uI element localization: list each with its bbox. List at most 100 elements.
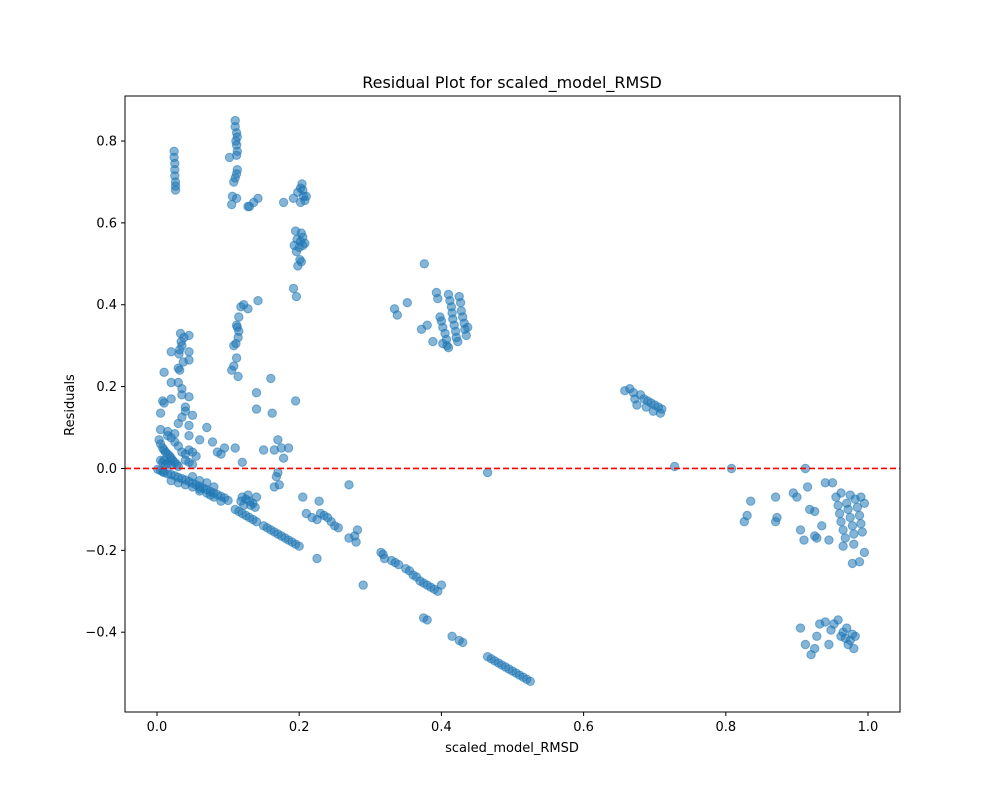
data-point bbox=[175, 365, 185, 375]
data-point bbox=[191, 451, 201, 461]
data-point bbox=[294, 541, 304, 551]
data-point bbox=[859, 547, 870, 558]
data-point bbox=[447, 631, 457, 641]
data-point bbox=[291, 291, 302, 302]
data-point bbox=[251, 517, 262, 527]
data-point bbox=[742, 510, 752, 521]
data-point bbox=[174, 349, 184, 359]
plot-area-frame bbox=[124, 95, 901, 713]
data-point bbox=[300, 238, 310, 249]
data-point bbox=[237, 457, 248, 467]
data-point bbox=[187, 459, 198, 470]
data-point bbox=[845, 490, 855, 500]
data-point bbox=[394, 560, 404, 570]
y-axis-label: Residuals bbox=[63, 374, 78, 436]
data-point bbox=[253, 296, 263, 306]
data-point bbox=[392, 310, 402, 320]
x-tick-label: 0.8 bbox=[715, 720, 736, 735]
data-point bbox=[202, 478, 212, 488]
x-tick-label: 0.2 bbox=[289, 720, 310, 735]
data-point bbox=[251, 388, 262, 398]
x-axis-label: scaled_model_RMSD bbox=[445, 741, 579, 756]
data-point bbox=[802, 482, 813, 492]
data-point bbox=[158, 396, 168, 406]
data-point bbox=[792, 492, 802, 502]
data-point bbox=[251, 492, 262, 502]
data-point bbox=[358, 580, 368, 590]
data-point bbox=[632, 400, 642, 410]
data-point bbox=[271, 472, 282, 482]
data-point bbox=[301, 191, 311, 202]
data-point bbox=[278, 453, 289, 463]
x-tick-label: 0.6 bbox=[573, 720, 594, 735]
data-point bbox=[648, 406, 658, 416]
data-point bbox=[836, 488, 846, 498]
data-point bbox=[850, 631, 860, 641]
data-point bbox=[184, 420, 194, 431]
data-point bbox=[344, 480, 354, 490]
data-point bbox=[817, 521, 827, 531]
data-point bbox=[770, 492, 781, 502]
data-point bbox=[842, 623, 852, 633]
data-point bbox=[291, 246, 302, 257]
data-point bbox=[433, 293, 443, 304]
data-point bbox=[795, 623, 806, 633]
data-point bbox=[159, 367, 169, 377]
data-point bbox=[195, 435, 205, 445]
x-tick-label: 0.0 bbox=[147, 720, 168, 735]
data-point bbox=[453, 336, 463, 347]
data-point bbox=[422, 615, 432, 625]
data-point bbox=[482, 467, 493, 478]
data-point bbox=[202, 422, 212, 433]
data-point bbox=[253, 193, 263, 204]
data-point bbox=[251, 404, 262, 414]
data-point bbox=[187, 472, 198, 482]
data-point bbox=[184, 392, 194, 402]
data-point bbox=[184, 431, 194, 441]
data-point bbox=[296, 257, 306, 267]
data-point bbox=[166, 347, 176, 357]
data-point bbox=[290, 396, 301, 406]
y-tick-label: −0.4 bbox=[85, 626, 117, 641]
data-point bbox=[443, 343, 454, 353]
data-point bbox=[187, 410, 198, 420]
data-point bbox=[800, 639, 811, 650]
data-point bbox=[195, 486, 205, 496]
x-tick-label: 0.4 bbox=[431, 720, 452, 735]
data-point bbox=[669, 461, 680, 472]
data-point bbox=[166, 394, 176, 404]
data-point bbox=[231, 353, 242, 363]
data-point bbox=[173, 418, 184, 429]
data-point bbox=[428, 336, 438, 347]
chart-title: Residual Plot for scaled_model_RMSD bbox=[362, 73, 662, 93]
data-point bbox=[216, 496, 226, 506]
data-point bbox=[209, 482, 219, 492]
data-point bbox=[205, 490, 216, 500]
data-point bbox=[402, 298, 412, 308]
data-point bbox=[184, 330, 194, 341]
data-point bbox=[288, 283, 299, 294]
data-point bbox=[836, 517, 846, 527]
data-point bbox=[856, 519, 866, 529]
data-point bbox=[812, 533, 822, 543]
y-axis-ticks: −0.4 −0.2 0.0 0.2 0.4 0.6 0.8 bbox=[85, 135, 125, 641]
data-point bbox=[795, 525, 806, 535]
data-point bbox=[232, 322, 243, 332]
data-point bbox=[216, 449, 226, 459]
y-tick-label: 0.0 bbox=[96, 462, 117, 477]
data-point bbox=[746, 496, 756, 506]
data-point bbox=[820, 617, 830, 627]
data-point bbox=[857, 527, 867, 537]
data-point bbox=[273, 435, 283, 445]
data-point bbox=[333, 523, 343, 533]
data-point bbox=[274, 480, 284, 490]
data-point bbox=[833, 615, 843, 625]
y-tick-label: 0.8 bbox=[96, 135, 117, 150]
data-point bbox=[351, 537, 361, 547]
data-point bbox=[312, 553, 322, 564]
data-point bbox=[843, 504, 853, 515]
data-point bbox=[854, 510, 865, 521]
data-point bbox=[229, 177, 239, 187]
data-point bbox=[824, 639, 834, 650]
data-point bbox=[258, 445, 269, 455]
